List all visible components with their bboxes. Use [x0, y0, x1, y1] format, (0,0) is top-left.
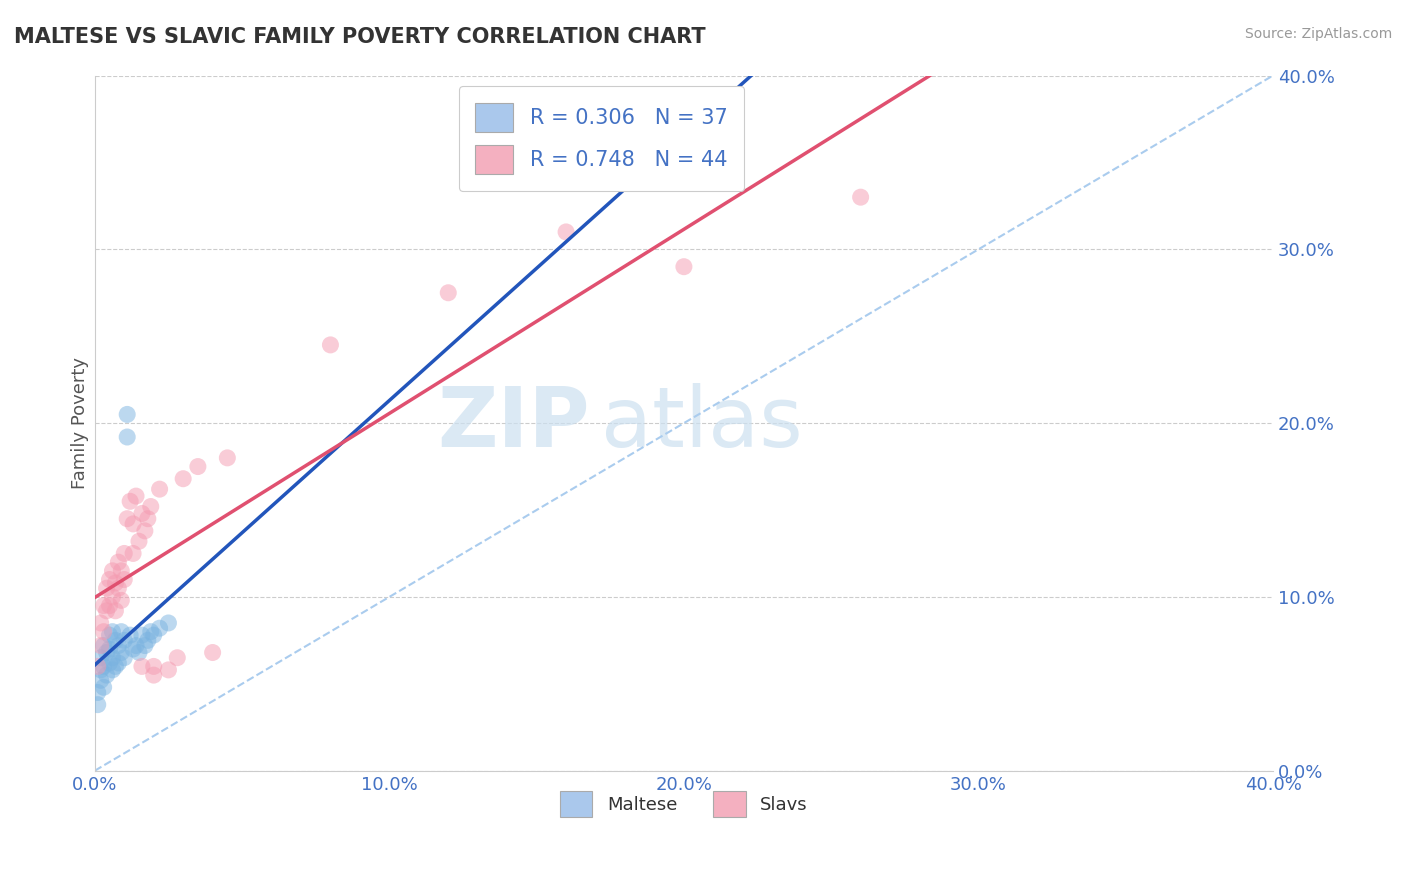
Point: [136, 511, 159, 525]
Point: [166, 650, 188, 665]
Point: [157, 663, 180, 677]
Point: [131, 628, 153, 642]
Point: [115, 408, 138, 422]
Point: [93, 599, 115, 613]
Point: [107, 656, 129, 670]
Point: [87, 698, 110, 712]
Point: [112, 546, 135, 560]
Point: [87, 685, 110, 699]
Point: [107, 639, 129, 653]
Point: [125, 639, 148, 653]
Point: [104, 633, 127, 648]
Point: [101, 650, 124, 665]
Point: [131, 659, 153, 673]
Point: [149, 621, 172, 635]
Point: [122, 516, 145, 531]
Point: [90, 663, 112, 677]
Point: [98, 656, 121, 670]
Point: [437, 285, 460, 300]
Point: [93, 659, 115, 673]
Point: [104, 576, 127, 591]
Point: [122, 546, 145, 560]
Point: [110, 593, 132, 607]
Point: [139, 624, 162, 639]
Point: [149, 482, 172, 496]
Point: [90, 673, 112, 688]
Point: [96, 668, 118, 682]
Point: [112, 573, 135, 587]
Point: [93, 639, 115, 653]
Point: [90, 615, 112, 630]
Point: [101, 590, 124, 604]
Point: [849, 190, 872, 204]
Point: [101, 624, 124, 639]
Text: ZIP: ZIP: [437, 383, 589, 464]
Text: atlas: atlas: [602, 383, 803, 464]
Point: [187, 459, 209, 474]
Text: Source: ZipAtlas.com: Source: ZipAtlas.com: [1244, 27, 1392, 41]
Point: [112, 633, 135, 648]
Point: [96, 604, 118, 618]
Point: [142, 668, 165, 682]
Point: [101, 564, 124, 578]
Point: [319, 338, 342, 352]
Point: [110, 624, 132, 639]
Point: [101, 663, 124, 677]
Point: [115, 511, 138, 525]
Point: [555, 225, 578, 239]
Point: [134, 524, 156, 538]
Point: [128, 534, 150, 549]
Point: [110, 564, 132, 578]
Point: [98, 573, 121, 587]
Point: [98, 599, 121, 613]
Point: [131, 507, 153, 521]
Point: [115, 430, 138, 444]
Point: [110, 646, 132, 660]
Point: [128, 646, 150, 660]
Point: [139, 500, 162, 514]
Point: [201, 646, 224, 660]
Point: [96, 581, 118, 595]
Point: [87, 659, 110, 673]
Point: [136, 633, 159, 648]
Point: [157, 615, 180, 630]
Point: [107, 581, 129, 595]
Point: [107, 555, 129, 569]
Point: [172, 472, 194, 486]
Point: [96, 646, 118, 660]
Point: [122, 642, 145, 657]
Point: [125, 489, 148, 503]
Legend: Maltese, Slavs: Maltese, Slavs: [553, 784, 815, 824]
Point: [90, 639, 112, 653]
Point: [93, 624, 115, 639]
Point: [142, 659, 165, 673]
Text: MALTESE VS SLAVIC FAMILY POVERTY CORRELATION CHART: MALTESE VS SLAVIC FAMILY POVERTY CORRELA…: [14, 27, 706, 46]
Y-axis label: Family Poverty: Family Poverty: [72, 357, 89, 489]
Point: [120, 628, 142, 642]
Point: [672, 260, 695, 274]
Point: [98, 628, 121, 642]
Point: [217, 450, 239, 465]
Point: [142, 628, 165, 642]
Point: [112, 650, 135, 665]
Point: [98, 642, 121, 657]
Point: [134, 639, 156, 653]
Point: [104, 659, 127, 673]
Point: [120, 494, 142, 508]
Point: [93, 680, 115, 694]
Point: [104, 604, 127, 618]
Point: [90, 650, 112, 665]
